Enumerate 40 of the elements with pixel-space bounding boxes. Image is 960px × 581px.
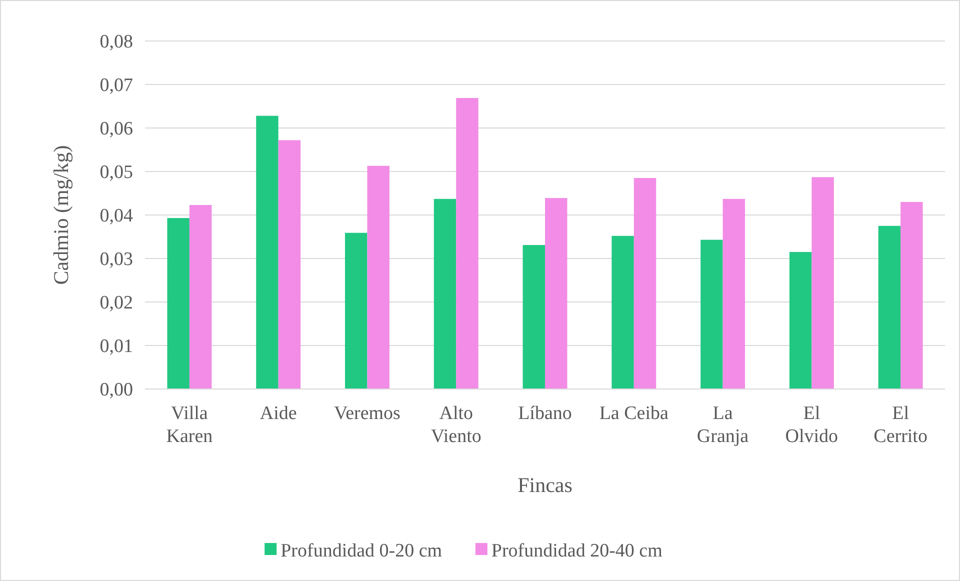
y-tick-label: 0,08 xyxy=(100,32,133,53)
y-tick-label: 0,07 xyxy=(100,75,133,96)
bar xyxy=(634,178,656,389)
x-tick-label: La Ceiba xyxy=(599,403,670,424)
bar xyxy=(722,198,745,389)
bar xyxy=(189,204,212,389)
x-tick-label: El Cerrito xyxy=(874,403,928,447)
bar xyxy=(256,116,278,389)
x-tick-label: Aide xyxy=(260,403,297,424)
bar xyxy=(789,252,812,389)
bar xyxy=(367,166,390,389)
bar xyxy=(612,236,634,389)
x-tick-label: Villa Karen xyxy=(166,403,214,447)
y-tick-label: 0,01 xyxy=(100,336,133,358)
y-tick-label: 0,06 xyxy=(100,118,133,140)
bar xyxy=(700,240,723,389)
x-tick-label: Alto Viento xyxy=(430,403,482,447)
bar xyxy=(345,232,368,389)
y-tick-label: 0,03 xyxy=(100,249,133,270)
y-tick-label: 0,05 xyxy=(100,162,133,184)
x-axis-title: Fincas xyxy=(518,473,572,497)
bar xyxy=(167,218,190,389)
bar xyxy=(812,177,834,389)
bar xyxy=(456,98,478,389)
x-tick-label: Líbano xyxy=(518,403,572,424)
bar xyxy=(900,202,923,389)
bar xyxy=(434,198,456,389)
y-axis-title: Cadmio (mg/kg) xyxy=(49,145,73,285)
bar xyxy=(545,198,568,389)
x-tick-label: Veremos xyxy=(334,403,400,424)
legend-label: Profundidad 20-40 cm xyxy=(491,540,663,562)
legend-label: Profundidad 0-20 cm xyxy=(280,540,442,562)
y-tick-label: 0,04 xyxy=(100,206,134,227)
bar xyxy=(278,140,301,389)
x-tick-label: El Olvido xyxy=(785,403,838,447)
y-tick-label: 0,00 xyxy=(100,380,133,401)
bar xyxy=(878,226,901,389)
bar xyxy=(522,245,545,389)
x-tick-label: La Granja xyxy=(696,403,750,447)
y-tick-label: 0,02 xyxy=(100,292,133,314)
